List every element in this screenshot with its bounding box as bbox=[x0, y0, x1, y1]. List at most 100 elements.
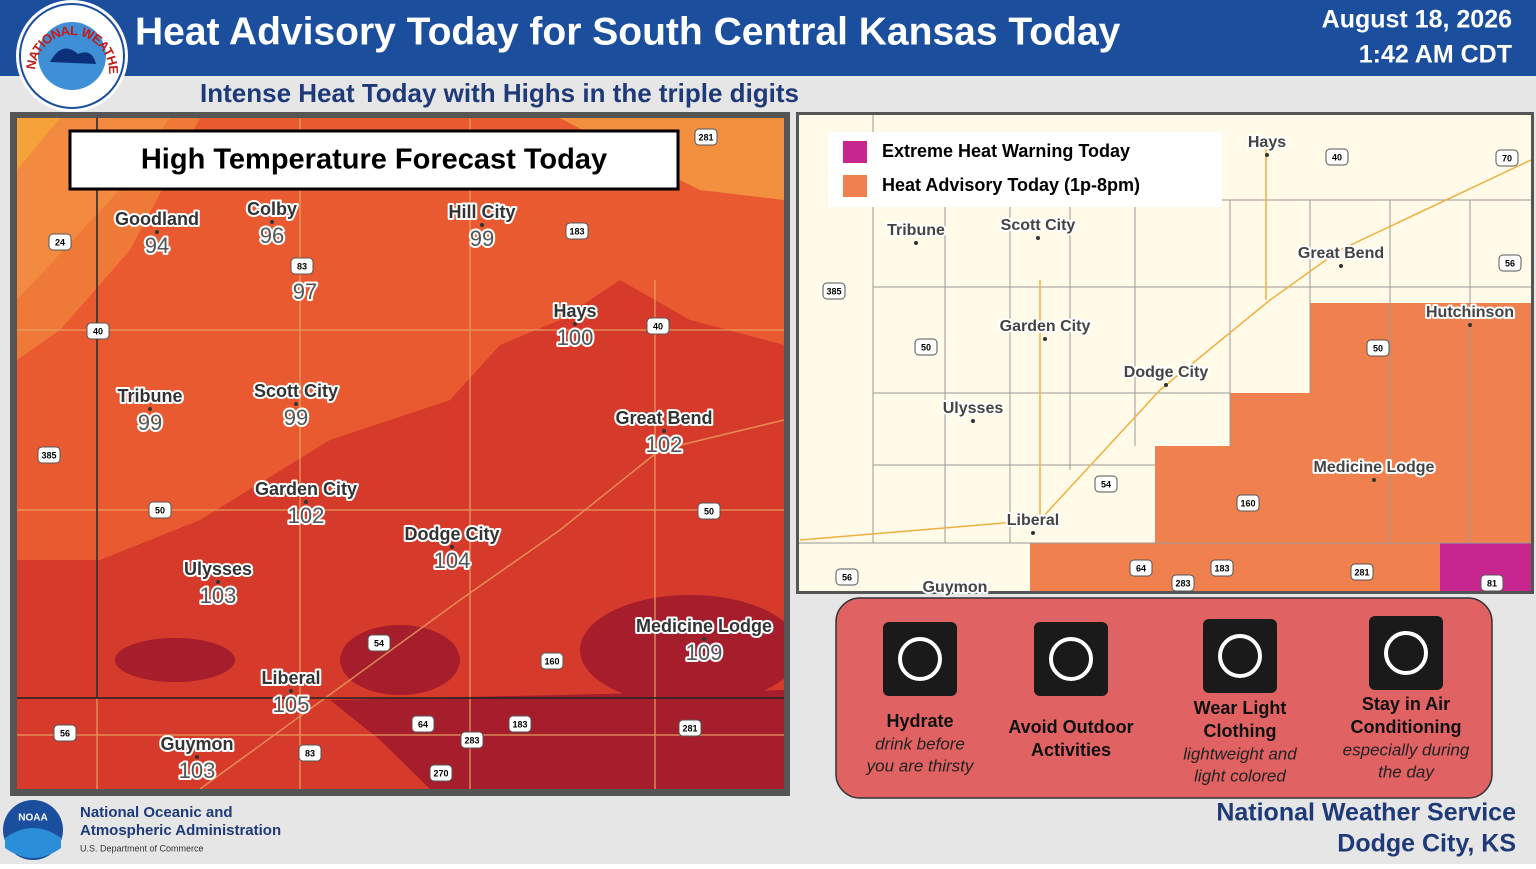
highway-shield bbox=[508, 715, 532, 733]
temperature: 105 bbox=[273, 692, 310, 717]
temperature: 102 bbox=[288, 503, 325, 528]
office-line: National Weather Service bbox=[1216, 799, 1516, 827]
highway-shield bbox=[37, 446, 61, 464]
legend-label: Extreme Heat Warning Today bbox=[882, 141, 1130, 161]
city-dot bbox=[914, 241, 918, 245]
office-line: Dodge City, KS bbox=[1337, 830, 1516, 858]
highway-number: 54 bbox=[1101, 479, 1111, 489]
tip-title: Hydrate bbox=[886, 711, 953, 731]
noaa-logo-text: NOAA bbox=[18, 813, 47, 824]
temperature: 100 bbox=[557, 325, 594, 350]
city-dot bbox=[148, 407, 152, 411]
city-dot bbox=[662, 429, 666, 433]
highway-number: 183 bbox=[569, 226, 584, 236]
highway-shield bbox=[694, 128, 718, 146]
legend-swatch bbox=[843, 175, 867, 197]
city-name: Medicine Lodge bbox=[636, 616, 772, 636]
highway-shield bbox=[1495, 149, 1519, 167]
tip-title: Clothing bbox=[1204, 721, 1277, 741]
highway-number: 50 bbox=[1373, 343, 1383, 353]
highway-number: 56 bbox=[842, 572, 852, 582]
advisory-map: 40 70 385 56 50 50 54 160 64 283 183 281 56 81 Extreme… bbox=[796, 112, 1534, 602]
highway-shield bbox=[697, 502, 721, 520]
temperature: 99 bbox=[138, 410, 162, 435]
city-name: Goodland bbox=[115, 209, 199, 229]
city-name: Garden City bbox=[1000, 318, 1091, 335]
temperature: 99 bbox=[470, 226, 494, 251]
city-dot bbox=[1339, 264, 1343, 268]
highway-shield bbox=[678, 719, 702, 737]
highway-number: 270 bbox=[433, 768, 448, 778]
tip-icon bbox=[883, 622, 957, 696]
highway-number: 40 bbox=[93, 326, 103, 336]
tip-icon bbox=[1369, 616, 1443, 690]
date: August 18, 2026 bbox=[1322, 6, 1512, 34]
tip-icon bbox=[1203, 619, 1277, 693]
highway-number: 81 bbox=[1487, 578, 1497, 588]
highway-number: 70 bbox=[1502, 153, 1512, 163]
highway-shield bbox=[1325, 148, 1349, 166]
highway-shield bbox=[148, 501, 172, 519]
highway-number: 83 bbox=[305, 748, 315, 758]
city-name: Hays bbox=[553, 301, 596, 321]
highway-shield bbox=[1236, 494, 1260, 512]
tip-detail: especially during bbox=[1343, 740, 1470, 759]
city-dot bbox=[304, 500, 308, 504]
department: U.S. Department of Commerce bbox=[80, 843, 204, 853]
highway-number: 64 bbox=[418, 719, 428, 729]
highway-number: 385 bbox=[826, 286, 841, 296]
highway-shield bbox=[1094, 475, 1118, 493]
city-name: Great Bend bbox=[1298, 245, 1384, 262]
city-name: Ulysses bbox=[943, 400, 1004, 417]
city-dot bbox=[289, 689, 293, 693]
legend-swatch bbox=[843, 141, 867, 163]
highway-shield bbox=[1210, 559, 1234, 577]
city-name: Ulysses bbox=[184, 559, 252, 579]
highway-number: 50 bbox=[155, 505, 165, 515]
city-name: Guymon bbox=[160, 734, 233, 754]
city-name: Hutchinson bbox=[1426, 304, 1514, 321]
highway-shield bbox=[411, 715, 435, 733]
city-dot bbox=[1043, 337, 1047, 341]
city-name: Dodge City bbox=[404, 524, 499, 544]
highway-number: 385 bbox=[41, 450, 56, 460]
highway-number: 40 bbox=[1332, 152, 1342, 162]
city-dot bbox=[216, 580, 220, 584]
city-dot bbox=[1372, 478, 1376, 482]
city-dot bbox=[1468, 323, 1472, 327]
city-dot bbox=[1036, 236, 1040, 240]
highway-shield bbox=[460, 731, 484, 749]
city-name: Tribune bbox=[887, 222, 945, 239]
tip-detail: drink before bbox=[875, 734, 965, 753]
highway-number: 40 bbox=[653, 321, 663, 331]
highway-shield bbox=[290, 257, 314, 275]
city-name: Hays bbox=[1248, 134, 1286, 151]
highway-shield bbox=[1129, 559, 1153, 577]
highway-number: 54 bbox=[374, 638, 384, 648]
city-dot bbox=[1031, 531, 1035, 535]
tip-detail: the day bbox=[1378, 762, 1435, 781]
agency-line: National Oceanic and bbox=[80, 804, 233, 821]
city-name: Liberal bbox=[1007, 512, 1059, 529]
city-name: Scott City bbox=[1001, 217, 1076, 234]
highway-shield bbox=[86, 322, 110, 340]
header-bar bbox=[0, 0, 1536, 76]
temperature: 99 bbox=[284, 405, 308, 430]
highway-shield bbox=[429, 764, 453, 782]
city-name: Tribune bbox=[117, 386, 182, 406]
tip-icon-glyph bbox=[1218, 634, 1262, 678]
highway-shield bbox=[914, 338, 938, 356]
highway-shield bbox=[822, 282, 846, 300]
noaa-logo: NOAA bbox=[3, 800, 63, 860]
city-dot bbox=[1164, 383, 1168, 387]
highway-number: 83 bbox=[297, 261, 307, 271]
highway-shield bbox=[1350, 563, 1374, 581]
tip-detail: you are thirsty bbox=[866, 756, 975, 775]
highway-shield bbox=[1171, 574, 1195, 592]
highway-shield bbox=[48, 233, 72, 251]
city-name: Dodge City bbox=[1124, 364, 1209, 381]
highway-shield bbox=[540, 652, 564, 670]
highway-shield bbox=[298, 744, 322, 762]
highway-number: 283 bbox=[464, 735, 479, 745]
tip-title: Conditioning bbox=[1351, 717, 1462, 737]
